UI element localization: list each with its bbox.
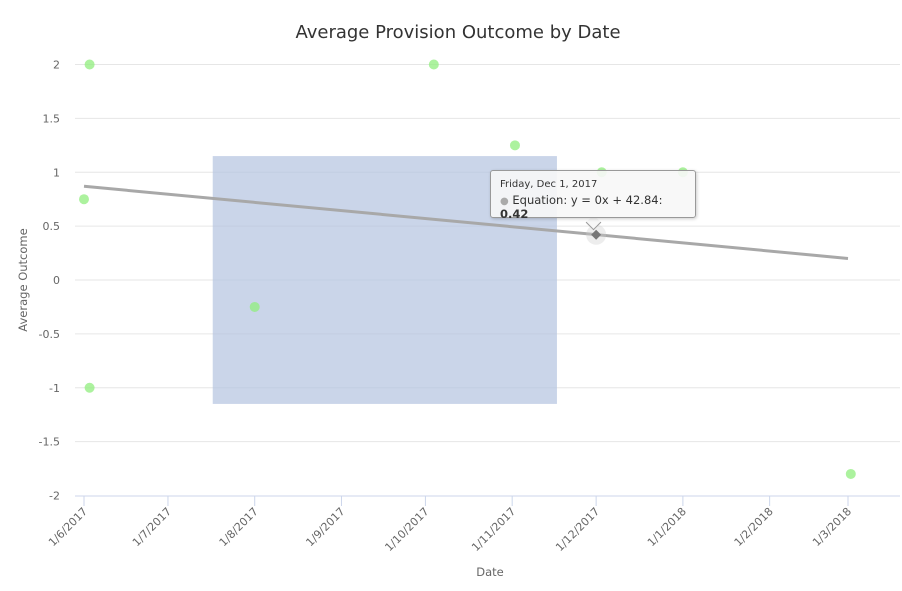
x-tick-label: 1/11/2017 <box>469 505 518 554</box>
y-tick-label: 1 <box>53 166 60 179</box>
tooltip: Friday, Dec 1, 2017 ● Equation: y = 0x +… <box>490 170 696 221</box>
y-tick-label: 1.5 <box>43 112 61 125</box>
x-tick-label: 1/1/2018 <box>645 505 689 549</box>
scatter-point[interactable] <box>249 301 260 312</box>
y-tick-label: 2 <box>53 59 60 72</box>
x-axis-title: Date <box>476 565 504 579</box>
scatter-point[interactable] <box>84 382 95 393</box>
scatter-point[interactable] <box>79 194 89 205</box>
x-tick-label: 1/2/2018 <box>732 505 776 549</box>
x-tick-label: 1/6/2017 <box>46 505 90 549</box>
y-axis-title: Average Outcome <box>16 228 30 331</box>
y-tick-label: -1 <box>49 382 60 395</box>
y-tick-label: -2 <box>49 490 60 503</box>
y-tick-label: -0.5 <box>39 328 60 341</box>
scatter-point[interactable] <box>845 468 856 479</box>
y-tick-label: -1.5 <box>39 436 60 449</box>
y-tick-label: 0 <box>53 274 60 287</box>
scatter-point[interactable] <box>84 59 95 70</box>
hover-point-diamond[interactable] <box>591 229 602 240</box>
x-tick-label: 1/10/2017 <box>382 505 431 554</box>
x-tick-label: 1/3/2018 <box>810 505 854 549</box>
x-tick-label: 1/12/2017 <box>553 505 602 554</box>
tooltip-series: Equation: y = 0x + 42.84 <box>512 193 659 207</box>
tooltip-date: Friday, Dec 1, 2017 <box>500 179 598 190</box>
trend-line[interactable] <box>83 184 849 260</box>
scatter-point[interactable] <box>509 140 520 151</box>
tooltip-value: 0.42 <box>500 207 529 221</box>
x-tick-label: 1/8/2017 <box>217 505 261 549</box>
y-tick-label: 0.5 <box>43 220 61 233</box>
x-tick-label: 1/9/2017 <box>303 505 347 549</box>
scatter-point[interactable] <box>428 59 439 70</box>
chart-title: Average Provision Outcome by Date <box>295 22 620 43</box>
x-tick-label: 1/7/2017 <box>130 505 174 549</box>
series-marker-icon: ● <box>500 196 509 207</box>
